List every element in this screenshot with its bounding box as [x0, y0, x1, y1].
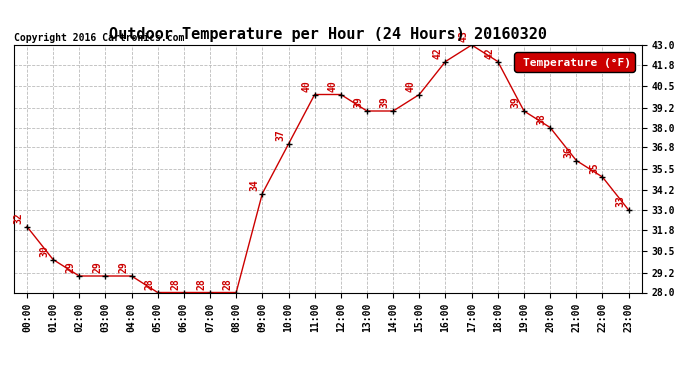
- Text: 28: 28: [197, 278, 207, 290]
- Text: 40: 40: [302, 80, 311, 92]
- Title: Outdoor Temperature per Hour (24 Hours) 20160320: Outdoor Temperature per Hour (24 Hours) …: [109, 27, 546, 42]
- Text: 39: 39: [354, 96, 364, 108]
- Text: 40: 40: [328, 80, 337, 92]
- Text: 42: 42: [484, 47, 495, 59]
- Text: 36: 36: [563, 146, 573, 158]
- Text: 40: 40: [406, 80, 416, 92]
- Text: 28: 28: [170, 278, 181, 290]
- Text: 42: 42: [432, 47, 442, 59]
- Text: 38: 38: [537, 113, 546, 125]
- Text: 39: 39: [380, 96, 390, 108]
- Text: 28: 28: [144, 278, 155, 290]
- Text: 34: 34: [249, 179, 259, 191]
- Text: 28: 28: [223, 278, 233, 290]
- Legend: Temperature (°F): Temperature (°F): [514, 52, 635, 72]
- Text: 30: 30: [40, 245, 50, 257]
- Text: 37: 37: [275, 129, 285, 141]
- Text: 33: 33: [615, 195, 625, 207]
- Text: 43: 43: [458, 30, 469, 42]
- Text: 32: 32: [14, 212, 23, 224]
- Text: 29: 29: [92, 261, 102, 273]
- Text: 29: 29: [66, 261, 76, 273]
- Text: 29: 29: [118, 261, 128, 273]
- Text: Copyright 2016 Cartronics.com: Copyright 2016 Cartronics.com: [14, 33, 184, 42]
- Text: 39: 39: [511, 96, 521, 108]
- Text: 35: 35: [589, 162, 599, 174]
